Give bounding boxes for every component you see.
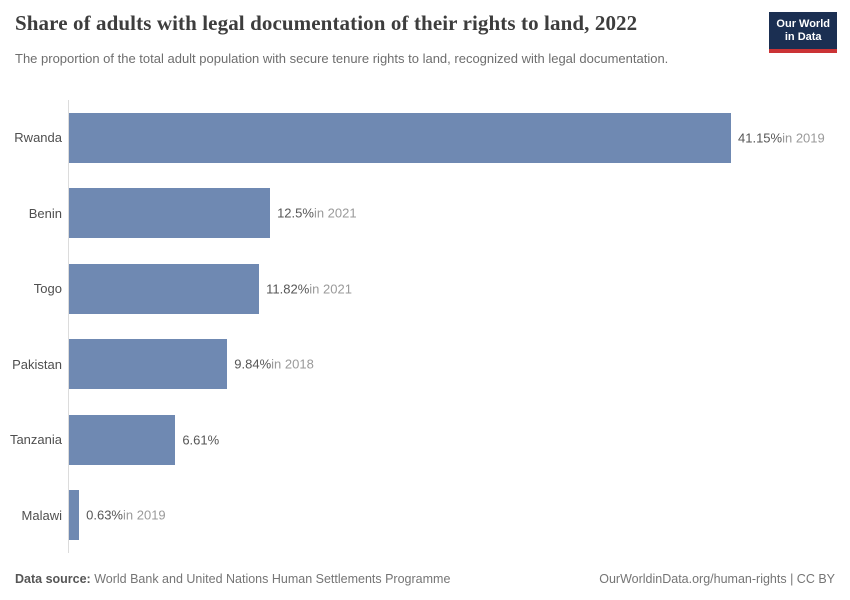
year-label: in 2021: [309, 281, 352, 297]
chart-subtitle: The proportion of the total adult popula…: [15, 51, 669, 66]
category-label: Malawi: [21, 507, 62, 523]
bar-track: 0.63%in 2019: [69, 490, 850, 541]
owid-link[interactable]: OurWorldinData.org/human-rights | CC BY: [599, 572, 835, 586]
bar-track: 6.61%: [69, 414, 850, 465]
value-label: 6.61%: [182, 432, 220, 448]
bar[interactable]: [69, 112, 731, 163]
category-label: Pakistan: [12, 356, 62, 372]
year-label: in 2019: [123, 507, 166, 523]
value-label: 12.5%: [277, 205, 314, 221]
bar[interactable]: [69, 490, 80, 541]
value-annotation: 9.84%in 2018: [234, 357, 314, 372]
bar-track: 41.15%in 2019: [69, 112, 850, 163]
category-label: Togo: [33, 281, 62, 297]
bar-track: 11.82%in 2021: [69, 263, 850, 314]
bar[interactable]: [69, 339, 228, 390]
value-label: 41.15%: [738, 130, 783, 146]
bar[interactable]: [69, 263, 260, 314]
chart-row: Malawi 0.63%in 2019: [0, 478, 850, 554]
bar[interactable]: [69, 414, 176, 465]
value-annotation: 41.15%in 2019: [738, 130, 825, 145]
data-source-value: World Bank and United Nations Human Sett…: [90, 572, 451, 586]
page-title: Share of adults with legal documentation…: [15, 11, 638, 35]
bar-track: 12.5%in 2021: [69, 188, 850, 239]
bar-track: 9.84%in 2018: [69, 339, 850, 390]
data-source-label: Data source:: [15, 572, 91, 586]
chart-row: Rwanda 41.15%in 2019: [0, 100, 850, 176]
year-label: in 2019: [782, 130, 825, 146]
chart-row: Tanzania 6.61%: [0, 402, 850, 478]
value-label: 9.84%: [234, 356, 272, 372]
value-annotation: 12.5%in 2021: [277, 206, 357, 221]
y-axis-line: [68, 100, 69, 553]
owid-logo-line1: Our World: [776, 18, 830, 30]
chart-footer: Data source: World Bank and United Natio…: [15, 572, 835, 586]
bar[interactable]: [69, 188, 271, 239]
value-annotation: 6.61%: [182, 432, 219, 447]
chart-row: Benin 12.5%in 2021: [0, 176, 850, 252]
bar-chart: Rwanda 41.15%in 2019 Benin 12.5%in 2021 Togo…: [0, 100, 850, 553]
chart-row: Togo 11.82%in 2021: [0, 251, 850, 327]
chart-rows: Rwanda 41.15%in 2019 Benin 12.5%in 2021 Togo…: [0, 100, 850, 553]
chart-row: Pakistan 9.84%in 2018: [0, 327, 850, 403]
year-label: in 2021: [313, 205, 357, 221]
value-label: 11.82%: [266, 281, 310, 297]
value-annotation: 0.63%in 2019: [86, 508, 166, 523]
value-annotation: 11.82%in 2021: [266, 281, 352, 296]
value-label: 0.63%: [86, 507, 123, 523]
owid-logo-line2: in Data: [784, 31, 822, 43]
category-label: Rwanda: [14, 130, 62, 146]
year-label: in 2018: [271, 356, 314, 372]
data-source-note: Data source: World Bank and United Natio…: [15, 572, 450, 586]
category-label: Benin: [28, 205, 62, 221]
owid-logo[interactable]: Our World in Data: [769, 12, 837, 53]
category-label: Tanzania: [9, 432, 62, 448]
